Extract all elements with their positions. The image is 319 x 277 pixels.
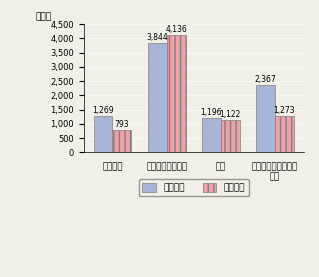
Text: 1,196: 1,196 [201, 108, 222, 117]
Text: 3,844: 3,844 [146, 33, 168, 42]
Bar [113, 130, 131, 152]
Bar [256, 85, 275, 152]
Text: 4,136: 4,136 [165, 25, 187, 34]
Text: 1,273: 1,273 [274, 106, 295, 115]
Bar [167, 35, 186, 152]
Bar [148, 43, 167, 152]
Bar [93, 116, 113, 152]
Legend: 共同研究, 受託研究: 共同研究, 受託研究 [139, 179, 249, 196]
Bar [275, 116, 294, 152]
Y-axis label: （件）: （件） [36, 13, 52, 22]
Bar [202, 118, 221, 152]
Text: 1,122: 1,122 [220, 111, 241, 119]
Text: 1,269: 1,269 [92, 106, 114, 115]
Bar [221, 120, 240, 152]
Text: 793: 793 [115, 120, 129, 129]
Text: 2,367: 2,367 [255, 75, 276, 84]
